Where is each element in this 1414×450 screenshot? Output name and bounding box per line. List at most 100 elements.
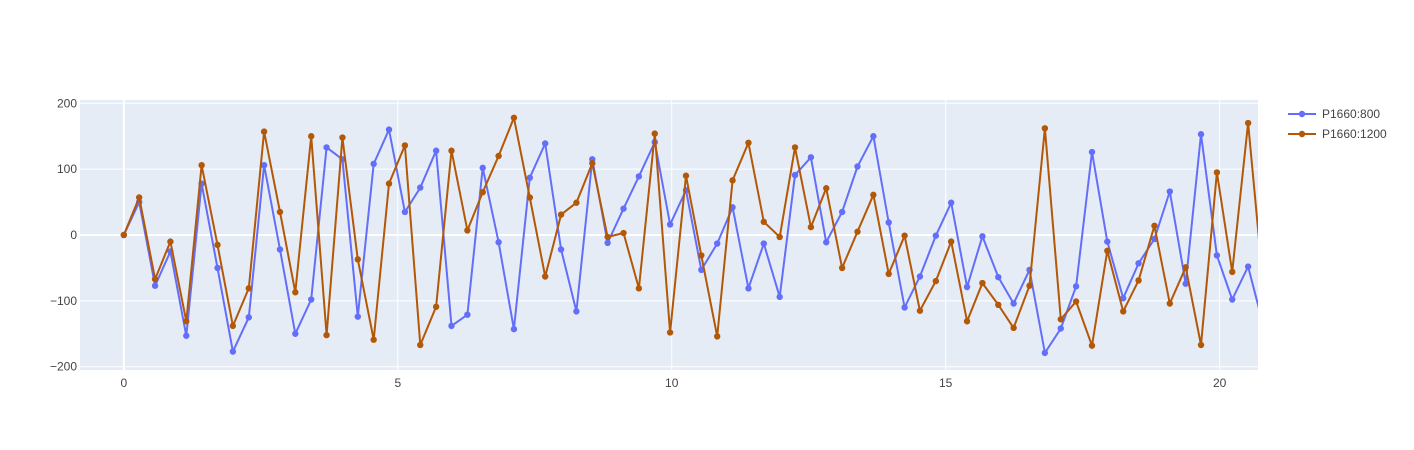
data-point xyxy=(932,232,940,239)
data-point xyxy=(292,330,299,337)
data-point xyxy=(183,318,190,325)
data-point xyxy=(1088,148,1096,156)
data-point xyxy=(323,144,330,151)
data-point xyxy=(651,130,658,137)
data-point xyxy=(776,233,783,241)
data-point xyxy=(573,199,580,206)
data-point xyxy=(401,208,409,216)
data-point xyxy=(308,133,315,140)
data-point xyxy=(432,147,440,154)
data-point xyxy=(1104,247,1111,255)
data-point xyxy=(385,126,393,133)
data-point xyxy=(995,273,1002,281)
data-point xyxy=(870,133,877,140)
data-point xyxy=(947,238,955,245)
data-point xyxy=(1010,324,1017,332)
data-point xyxy=(323,331,330,339)
data-point xyxy=(417,184,424,191)
y-tick-label: −200 xyxy=(50,360,77,374)
data-point xyxy=(916,273,924,280)
data-point xyxy=(776,293,783,301)
data-point xyxy=(479,188,486,196)
data-point xyxy=(292,289,299,296)
data-point xyxy=(214,264,221,272)
data-point xyxy=(308,296,315,303)
data-point xyxy=(901,304,908,311)
legend-marker xyxy=(1298,130,1306,138)
data-point xyxy=(885,270,892,278)
y-tick-label: 200 xyxy=(57,96,77,110)
data-point xyxy=(604,233,611,241)
data-point xyxy=(729,177,736,184)
data-point xyxy=(1041,125,1049,132)
data-point xyxy=(1026,282,1033,289)
data-point xyxy=(385,180,393,187)
data-point xyxy=(995,301,1002,309)
data-point xyxy=(464,227,471,234)
x-axis: 0 5 10 15 20 xyxy=(120,376,1226,390)
data-point xyxy=(229,348,237,355)
x-tick-label: 15 xyxy=(939,376,953,390)
data-point xyxy=(448,322,455,330)
data-point xyxy=(838,208,846,216)
data-point xyxy=(1135,277,1142,284)
data-point xyxy=(666,329,674,336)
data-point xyxy=(1057,316,1064,323)
data-point xyxy=(245,285,252,292)
data-point xyxy=(1057,325,1064,332)
data-point xyxy=(1182,280,1189,287)
data-point xyxy=(760,218,767,226)
y-tick-label: 0 xyxy=(70,228,77,242)
data-point xyxy=(1166,188,1173,195)
data-point xyxy=(791,171,799,179)
data-point xyxy=(495,152,502,160)
data-point xyxy=(979,233,986,240)
data-point xyxy=(245,314,252,321)
data-point xyxy=(370,336,377,343)
data-point xyxy=(854,228,861,235)
data-point xyxy=(151,275,159,283)
data-point xyxy=(604,239,611,247)
data-point xyxy=(901,232,908,239)
data-point xyxy=(276,246,284,253)
data-point xyxy=(870,191,877,199)
data-point xyxy=(1072,298,1080,305)
series-line xyxy=(122,126,1258,356)
data-point xyxy=(510,325,518,333)
legend-item[interactable]: P1660:800 xyxy=(1288,107,1380,121)
data-point xyxy=(1010,300,1017,307)
data-point xyxy=(760,240,767,247)
data-point xyxy=(620,205,627,212)
legend-item[interactable]: P1660:1200 xyxy=(1288,127,1387,141)
data-point xyxy=(745,285,752,292)
series-P1660:1200 xyxy=(120,114,1266,350)
data-point xyxy=(916,307,924,314)
data-point xyxy=(448,147,455,154)
data-point xyxy=(183,332,190,339)
data-point xyxy=(1151,222,1158,229)
data-point xyxy=(963,318,971,325)
data-point xyxy=(1197,341,1205,349)
data-point xyxy=(1260,284,1266,290)
data-point xyxy=(666,221,674,228)
data-point xyxy=(401,142,409,149)
data-point xyxy=(947,199,955,206)
data-point xyxy=(635,173,643,180)
data-point xyxy=(526,194,534,201)
x-tick-label: 20 xyxy=(1213,376,1227,390)
data-point xyxy=(198,161,205,169)
legend[interactable]: P1660:800 P1660:1200 xyxy=(1288,107,1387,141)
data-point xyxy=(1104,238,1111,245)
data-point xyxy=(698,252,705,259)
data-point xyxy=(167,238,174,245)
data-point xyxy=(1213,252,1221,259)
x-tick-label: 10 xyxy=(665,376,679,390)
data-point xyxy=(260,128,268,135)
data-point xyxy=(854,163,861,170)
y-tick-label: −100 xyxy=(50,294,77,308)
data-point xyxy=(370,160,377,168)
data-point xyxy=(1229,268,1236,276)
data-point xyxy=(1182,264,1189,271)
x-tick-label: 0 xyxy=(120,376,127,390)
